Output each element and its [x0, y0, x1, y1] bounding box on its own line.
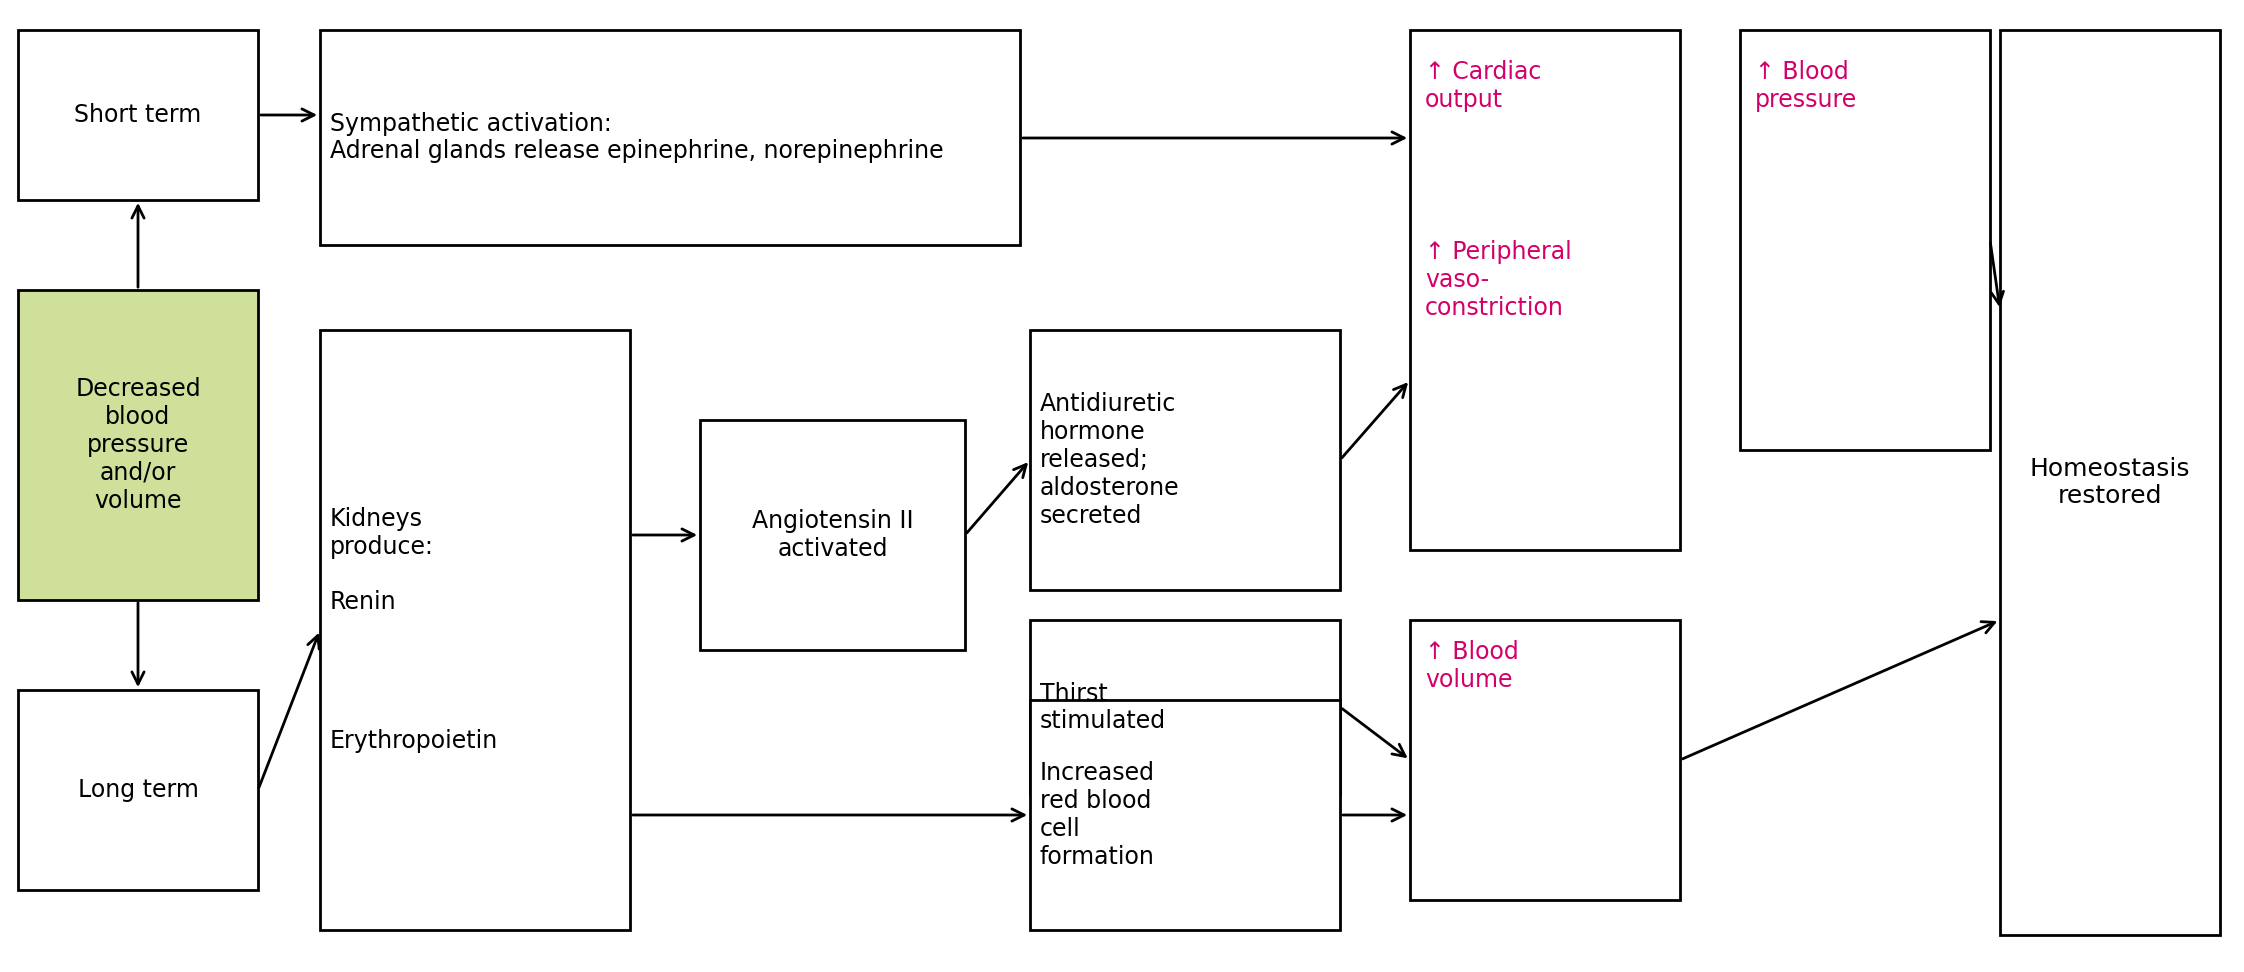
- Text: Angiotensin II
activated: Angiotensin II activated: [752, 509, 913, 561]
- Bar: [1409, 30, 1681, 550]
- Bar: [1030, 700, 1340, 930]
- Text: Sympathetic activation:
Adrenal glands release epinephrine, norepinephrine: Sympathetic activation: Adrenal glands r…: [330, 112, 945, 163]
- Text: Decreased
blood
pressure
and/or
volume: Decreased blood pressure and/or volume: [76, 377, 200, 512]
- Text: ↑ Blood
pressure: ↑ Blood pressure: [1755, 60, 1858, 112]
- Bar: [18, 290, 258, 600]
- Text: Kidneys
produce:

Renin




Erythropoietin: Kidneys produce: Renin Erythropoietin: [330, 506, 498, 753]
- Bar: [1030, 620, 1340, 795]
- Bar: [321, 330, 631, 930]
- Text: Thirst
stimulated: Thirst stimulated: [1039, 681, 1167, 734]
- Text: Homeostasis
restored: Homeostasis restored: [2031, 457, 2190, 508]
- Text: Increased
red blood
cell
formation: Increased red blood cell formation: [1039, 761, 1156, 869]
- Bar: [1739, 30, 1990, 450]
- Text: ↑ Blood
volume: ↑ Blood volume: [1425, 640, 1519, 692]
- Text: ↑ Cardiac
output: ↑ Cardiac output: [1425, 60, 1542, 112]
- Text: Antidiuretic
hormone
released;
aldosterone
secreted: Antidiuretic hormone released; aldostero…: [1039, 393, 1180, 528]
- Bar: [1030, 330, 1340, 590]
- Bar: [1409, 620, 1681, 900]
- Bar: [321, 30, 1021, 245]
- Text: Short term: Short term: [74, 103, 202, 127]
- Text: ↑ Peripheral
vaso-
constriction: ↑ Peripheral vaso- constriction: [1425, 240, 1571, 320]
- Bar: [18, 30, 258, 200]
- Bar: [1999, 30, 2219, 935]
- Text: Long term: Long term: [79, 778, 197, 802]
- Bar: [18, 690, 258, 890]
- Bar: [700, 420, 965, 650]
